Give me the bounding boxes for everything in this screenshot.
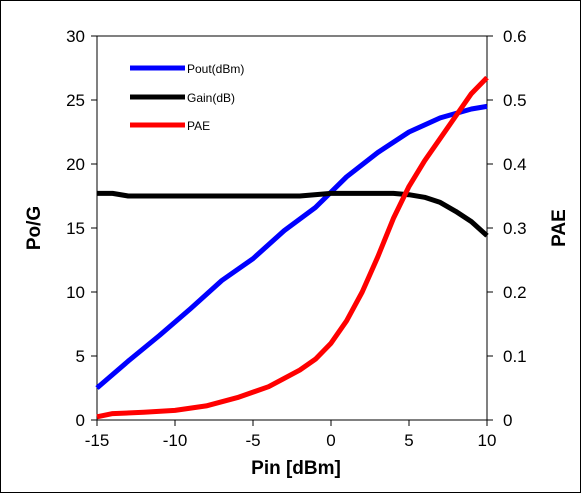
- series-line-pae: [96, 75, 489, 420]
- y-left-tick-label: 20: [66, 155, 85, 174]
- y-right-tick-label: 0.3: [503, 219, 527, 238]
- y-left-tick-label: 30: [66, 27, 85, 46]
- x-tick-label: -15: [85, 431, 110, 450]
- y-right-axis-title: PAE: [549, 209, 570, 247]
- legend-label-gain: Gain(dB): [187, 91, 235, 105]
- x-tick-label: -5: [245, 431, 260, 450]
- y-right-tick-label: 0.1: [503, 347, 527, 366]
- axis-ticks: -15 -10 -5 0 5 10 0 5 10 15 20 25 30 0 0.1 0.2 0.3 0.4 0.5…: [66, 27, 527, 450]
- x-tick-label: 10: [478, 431, 497, 450]
- y-right-tick-label: 0.2: [503, 283, 527, 302]
- legend: Pout(dBm) Gain(dB) PAE: [113, 54, 278, 144]
- legend-label-pae: PAE: [187, 119, 210, 133]
- series-line-gain: [97, 190, 489, 238]
- y-right-tick-label: 0: [503, 411, 512, 430]
- x-tick-label: 5: [404, 431, 413, 450]
- y-left-tick-label: 5: [76, 347, 85, 366]
- x-tick-label: -10: [163, 431, 188, 450]
- y-left-axis-title: Po/G: [24, 206, 45, 250]
- y-right-tick-label: 0.6: [503, 27, 527, 46]
- series-line-pout: [95, 103, 488, 390]
- y-right-tick-label: 0.4: [503, 155, 527, 174]
- y-right-tick-label: 0.5: [503, 91, 527, 110]
- x-axis-title: Pin [dBm]: [251, 458, 341, 479]
- y-left-tick-label: 0: [76, 411, 85, 430]
- series-lines: [95, 75, 489, 420]
- y-left-tick-label: 15: [66, 219, 85, 238]
- legend-label-pout: Pout(dBm): [187, 62, 244, 76]
- y-left-tick-label: 10: [66, 283, 85, 302]
- x-tick-label: 0: [326, 431, 335, 450]
- y-left-tick-label: 25: [66, 91, 85, 110]
